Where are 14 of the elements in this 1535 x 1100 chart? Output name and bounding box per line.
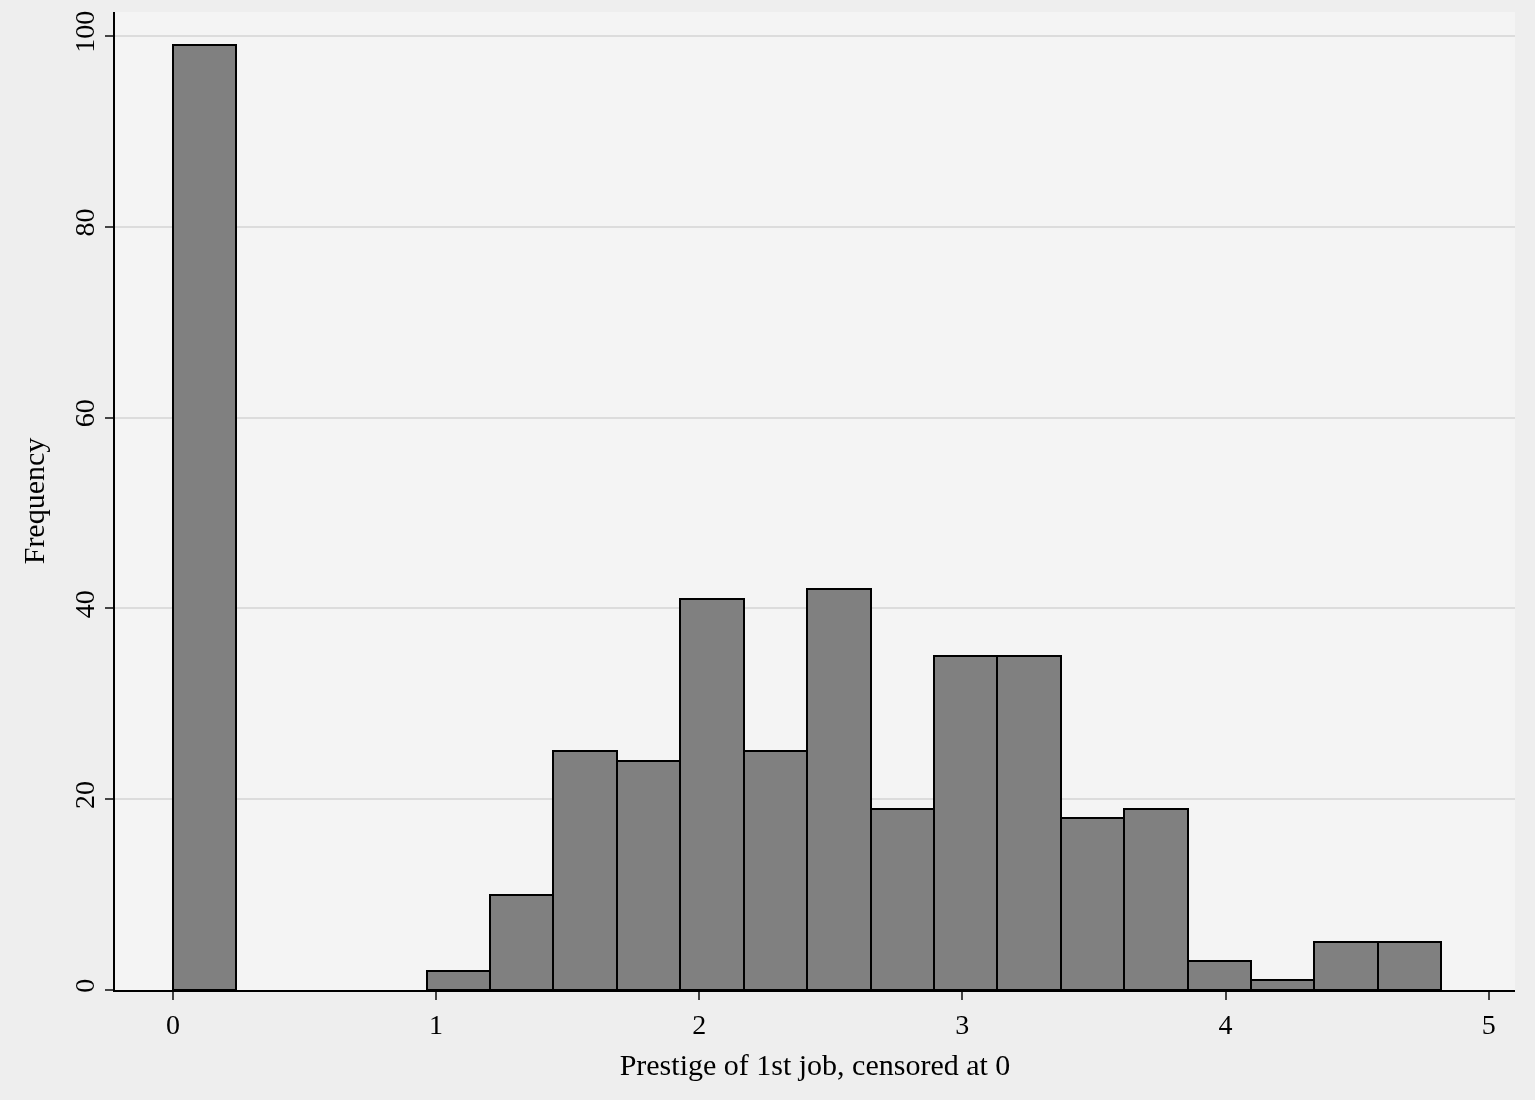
x-tick-label: 2 xyxy=(692,1008,707,1040)
y-tick-label: 40 xyxy=(68,590,100,619)
y-tick-label: 80 xyxy=(68,208,100,237)
x-tick-label: 3 xyxy=(955,1008,970,1040)
x-tick-label: 1 xyxy=(429,1008,444,1040)
x-tick-label: 0 xyxy=(165,1008,180,1040)
y-tick-label: 0 xyxy=(68,978,100,993)
y-tick-label: 20 xyxy=(68,780,100,809)
x-tick-label: 4 xyxy=(1218,1008,1233,1040)
y-tick-label: 100 xyxy=(68,10,100,53)
x-tick-label: 5 xyxy=(1481,1008,1496,1040)
x-axis-title: Prestige of 1st job, censored at 0 xyxy=(619,1047,1011,1081)
y-axis-title: Frequency xyxy=(17,437,51,565)
y-tick-label: 60 xyxy=(68,399,100,428)
